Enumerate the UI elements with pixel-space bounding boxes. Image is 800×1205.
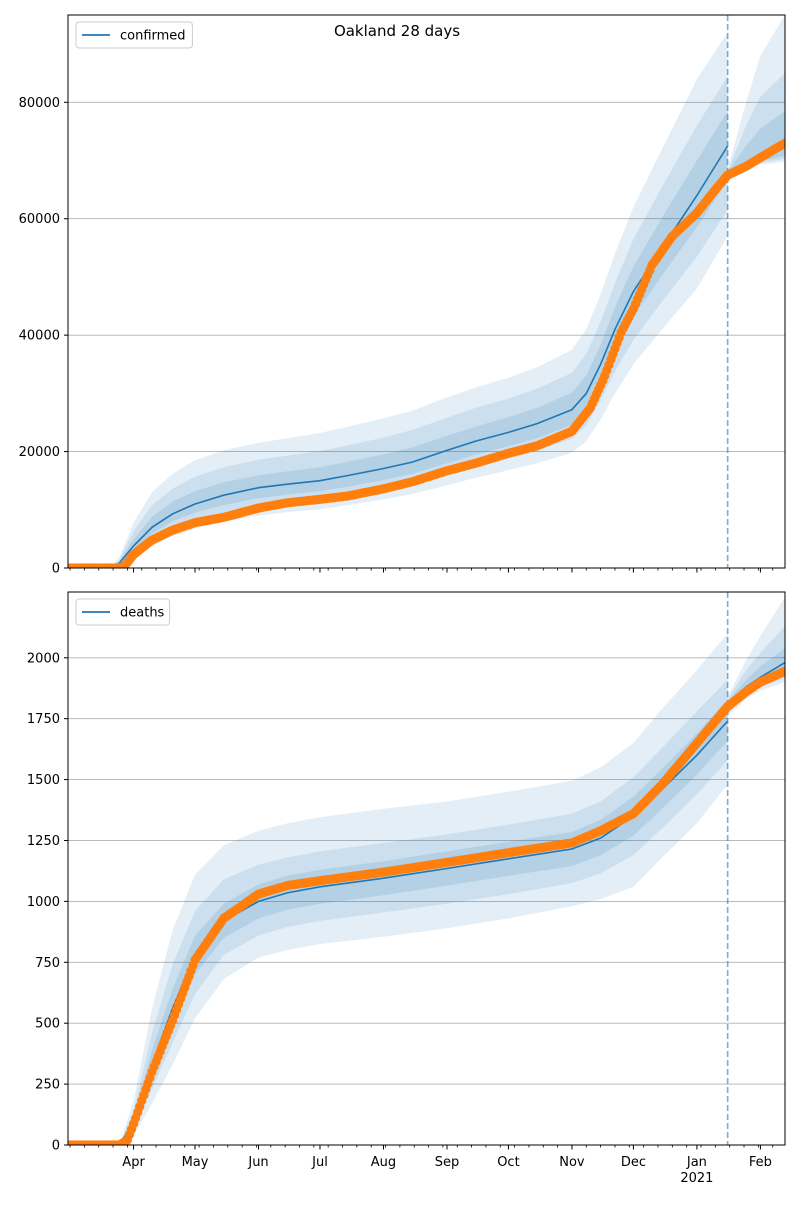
x-tick-label: Feb xyxy=(749,1155,772,1170)
y-tick-label: 0 xyxy=(52,1139,60,1154)
series-line-confirmed xyxy=(68,145,729,568)
y-tick-label: 1750 xyxy=(27,712,60,727)
y-tick-label: 40000 xyxy=(19,329,60,344)
legend-label: deaths xyxy=(120,606,165,621)
observed-points xyxy=(68,666,785,1145)
chart-panel-deaths: 0 250 500 750 1000 1250 1500 1750 2000 Apr May Jun J… xyxy=(27,591,786,1186)
legend-box xyxy=(75,598,171,626)
observed-points xyxy=(68,138,785,568)
y-tick-label: 250 xyxy=(35,1078,60,1093)
y-tick-label: 0 xyxy=(52,562,60,577)
x-tick-label: Oct xyxy=(497,1155,519,1170)
observed-point xyxy=(780,138,785,148)
x-tick-label: May xyxy=(182,1155,209,1170)
y-tick-label: 500 xyxy=(35,1017,60,1032)
plot-area xyxy=(68,15,785,568)
y-tick-label: 80000 xyxy=(19,96,60,111)
uncertainty-band-0 xyxy=(68,633,728,1145)
y-tick-label: 2000 xyxy=(27,651,60,666)
y-tick-label: 60000 xyxy=(19,212,60,227)
x-tick-label: Jul xyxy=(311,1155,328,1170)
x-tick-label: Apr xyxy=(122,1155,145,1170)
y-tick-label: 1000 xyxy=(27,895,60,910)
y-tick-label: 750 xyxy=(35,956,60,971)
observed-point xyxy=(780,666,785,676)
axes-frame xyxy=(67,14,786,569)
x-year-label: 2021 xyxy=(680,1171,713,1186)
legend-label: confirmed xyxy=(120,29,186,44)
figure-title: Oakland 28 days xyxy=(334,22,460,40)
uncertainty-band-2 xyxy=(68,111,728,568)
legend-box xyxy=(75,21,193,49)
uncertainty-band-3 xyxy=(727,15,785,181)
chart-panel-confirmed: 0 20000 40000 60000 80000 confirmed xyxy=(19,14,786,577)
y-tick-label: 1500 xyxy=(27,773,60,788)
y-tick-label: 1250 xyxy=(27,834,60,849)
legend: deaths xyxy=(75,598,171,626)
y-tick-label: 20000 xyxy=(19,445,60,460)
plot-area xyxy=(68,592,785,1145)
uncertainty-band-5 xyxy=(727,111,785,178)
x-tick-label: Aug xyxy=(371,1155,396,1170)
x-tick-label: Dec xyxy=(621,1155,646,1170)
x-tick-label: Sep xyxy=(435,1155,460,1170)
uncertainty-band-1 xyxy=(68,76,728,568)
uncertainty-band-3 xyxy=(727,596,785,717)
uncertainty-band-1 xyxy=(68,679,728,1145)
legend: confirmed xyxy=(75,21,193,49)
x-tick-label: Jan xyxy=(686,1155,707,1170)
axes-frame xyxy=(67,591,786,1146)
x-tick-label: Jun xyxy=(247,1155,268,1170)
x-tick-label: Nov xyxy=(559,1155,585,1170)
